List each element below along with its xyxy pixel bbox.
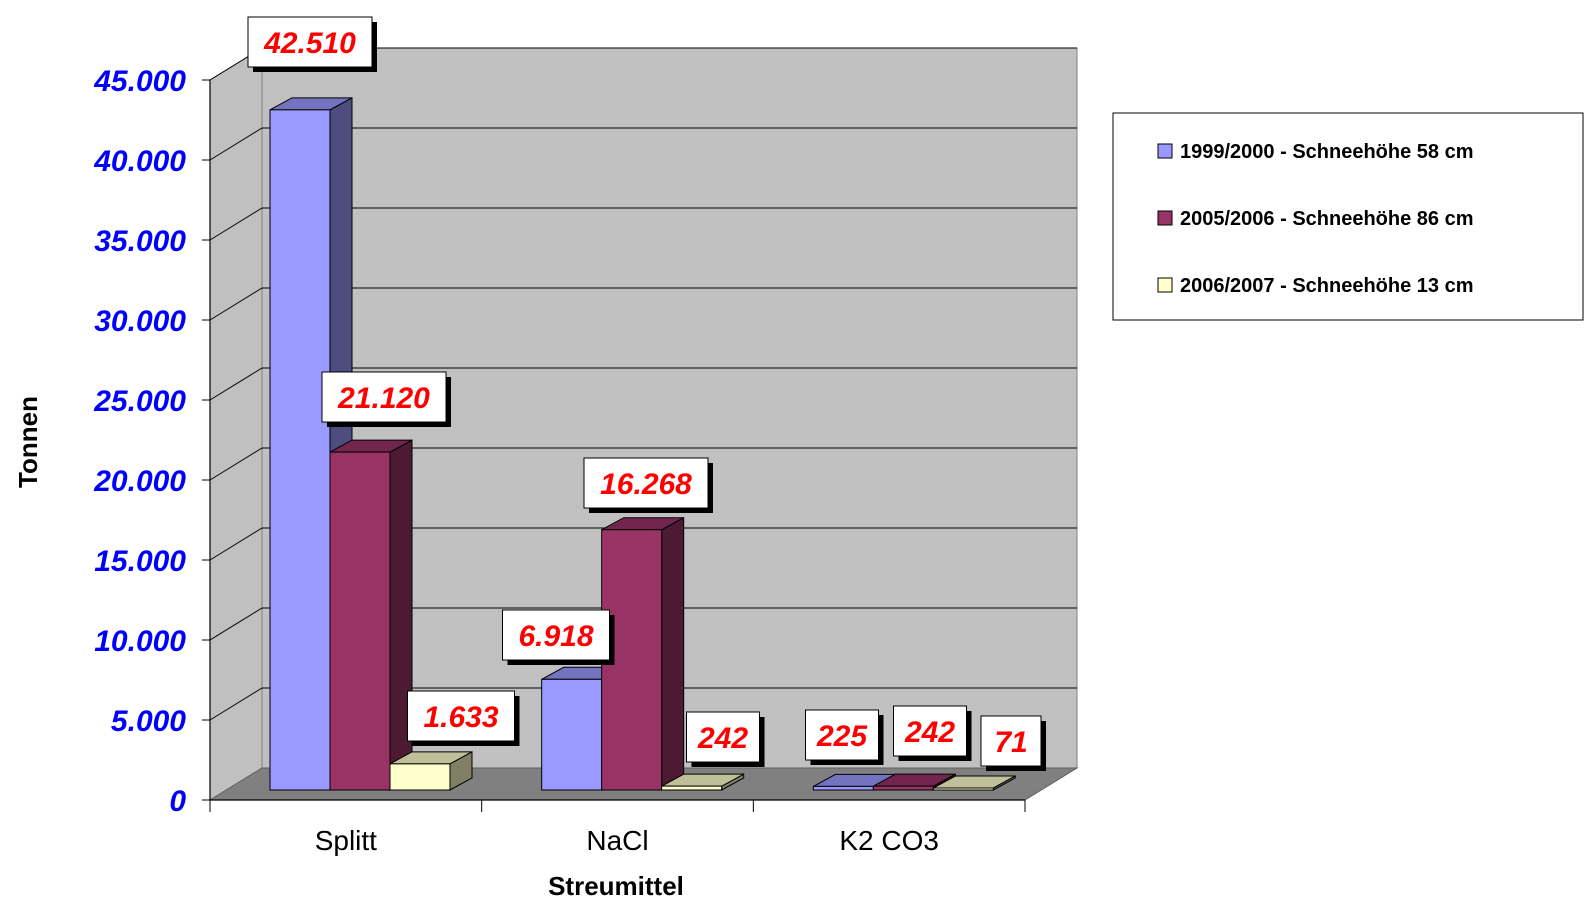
- bar-1-1: [601, 516, 685, 791]
- data-label-box: [686, 711, 760, 763]
- x-tick-label: Splitt: [315, 825, 377, 856]
- y-tick-label: 0: [169, 785, 186, 818]
- gridline-side: [209, 127, 263, 161]
- data-label-box: [805, 709, 879, 761]
- legend-entry: 2005/2006 - Schneehöhe 86 cm: [1180, 208, 1474, 230]
- y-tick-label: 15.000: [94, 545, 186, 578]
- x-axis-title: Streumittel: [548, 871, 684, 901]
- data-label-text: 71: [994, 726, 1027, 759]
- bar-side: [661, 516, 685, 791]
- bar-front: [872, 785, 934, 791]
- data-label-2-0: 1.633: [407, 690, 520, 746]
- y-tick-label: 40.000: [93, 145, 186, 178]
- bar-2-2: [932, 775, 1016, 791]
- data-label-box: [980, 715, 1042, 767]
- x-tick-label: NaCl: [586, 825, 648, 856]
- data-label-text: 225: [816, 720, 868, 753]
- bar-2-0: [389, 751, 473, 791]
- gridline-side: [209, 447, 263, 481]
- bar-front: [389, 763, 451, 791]
- legend: 1999/2000 - Schneehöhe 58 cm 2005/2006 - …: [1112, 112, 1584, 321]
- bar-front: [932, 787, 994, 791]
- legend-box: [1112, 112, 1584, 321]
- data-label-1-0: 21.120: [321, 371, 451, 427]
- data-label-1-2: 242: [893, 705, 972, 761]
- data-label-text: 6.918: [518, 620, 593, 653]
- data-label-box: [247, 16, 373, 68]
- bar-front: [329, 451, 391, 791]
- gridline-side: [209, 527, 263, 561]
- y-tick-label: 45.000: [93, 65, 186, 98]
- y-tick-label: 30.000: [94, 305, 186, 338]
- data-label-2-1: 242: [686, 711, 765, 767]
- gridline-side: [209, 207, 263, 241]
- gridline-side: [209, 287, 263, 321]
- legend-entry: 1999/2000 - Schneehöhe 58 cm: [1180, 141, 1474, 163]
- y-axis-title: Tonnen: [13, 396, 43, 488]
- bar-front: [541, 678, 603, 791]
- y-tick-label: 25.000: [93, 385, 186, 418]
- bar-front: [812, 785, 874, 791]
- data-label-0-0: 42.510: [247, 16, 377, 72]
- data-label-text: 242: [697, 722, 748, 755]
- bars: [269, 96, 1016, 791]
- legend-entry: 2006/2007 - Schneehöhe 13 cm: [1180, 275, 1474, 297]
- data-label-2-2: 71: [980, 715, 1046, 771]
- data-label-box: [407, 690, 515, 742]
- bar-2-1: [661, 773, 745, 791]
- gridline-side: [209, 607, 263, 641]
- gridline-side: [209, 367, 263, 401]
- data-label-text: 242: [904, 716, 955, 749]
- y-tick-label: 35.000: [94, 225, 186, 258]
- data-label-text: 42.510: [263, 27, 356, 60]
- x-tick-label: K2 CO3: [839, 825, 939, 856]
- legend-swatch: [1157, 143, 1173, 159]
- data-label-text: 1.633: [423, 701, 498, 734]
- data-label-0-2: 225: [805, 709, 884, 765]
- bar-1-0: [329, 439, 413, 791]
- data-label-text: 21.120: [337, 382, 430, 415]
- data-label-1-1: 16.268: [583, 457, 713, 513]
- gridline-side: [209, 687, 263, 721]
- side-wall: [209, 47, 263, 801]
- data-label-box: [893, 705, 967, 757]
- data-label-text: 16.268: [600, 468, 692, 501]
- data-label-box: [583, 457, 709, 509]
- y-tick-label: 5.000: [111, 705, 186, 738]
- data-label-box: [321, 371, 447, 423]
- bar-front: [269, 109, 331, 791]
- data-labels: 42.510 21.120 1.633 6.918 16.268 242 225 242 71: [247, 16, 1046, 771]
- data-label-box: [502, 609, 610, 661]
- y-tick-label: 20.000: [93, 465, 186, 498]
- data-label-0-1: 6.918: [502, 609, 615, 665]
- bar-front: [661, 785, 723, 791]
- legend-swatch: [1157, 277, 1173, 293]
- axes: 0 5.000 10.000 15.000 20.000 25.000 30.000 35.0…: [93, 65, 1026, 856]
- y-tick-label: 10.000: [94, 625, 186, 658]
- legend-swatch: [1157, 210, 1173, 226]
